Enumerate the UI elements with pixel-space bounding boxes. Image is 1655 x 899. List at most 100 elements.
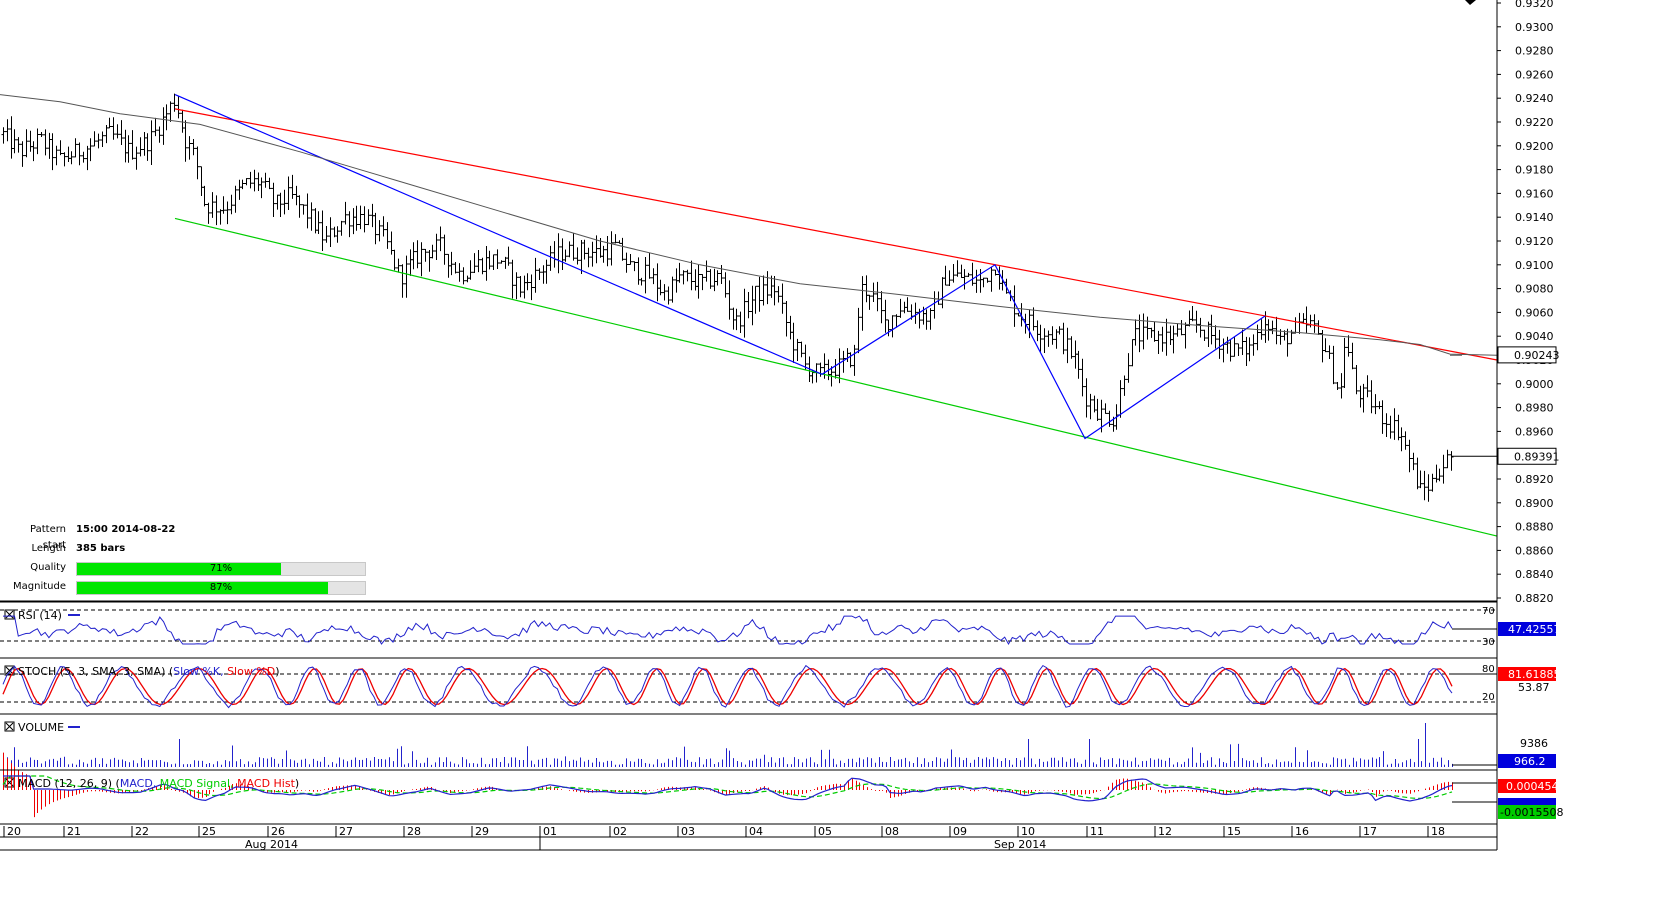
day-label: 01 — [543, 825, 557, 838]
price-tick-label: 0.9180 — [1515, 164, 1554, 177]
quality-label: Quality — [30, 562, 66, 573]
support-line — [174, 217, 1498, 537]
price-tick-label: 0.9080 — [1515, 283, 1554, 296]
length-value: 385 bars — [76, 543, 126, 554]
macd-label: MACD (12, 26, 9) (MACD, MACD Signal, MAC… — [18, 777, 299, 790]
stoch-level-20-label: 20 — [1482, 692, 1495, 703]
rsi-value-box — [1498, 622, 1556, 636]
price-tick-label: 0.8860 — [1515, 544, 1554, 557]
day-label: 22 — [135, 825, 149, 838]
price-tick-label: 0.8900 — [1515, 497, 1554, 510]
trendlines — [0, 94, 1498, 537]
day-label: 16 — [1295, 825, 1309, 838]
length-label: Length — [31, 543, 67, 554]
day-label: 28 — [407, 825, 421, 838]
price-tick-label: 0.9300 — [1515, 21, 1554, 34]
ma-price-label: 0.90243 — [1514, 349, 1560, 362]
quality-row: Quality 71% — [4, 560, 384, 576]
price-bars — [1, 93, 1497, 502]
day-label: 04 — [749, 825, 763, 838]
day-label: 17 — [1363, 825, 1377, 838]
price-tick-label: 0.9000 — [1515, 378, 1554, 391]
volume-value-box — [1498, 754, 1556, 768]
price-tick-label: 0.9120 — [1515, 235, 1554, 248]
price-axis: 0.9320 0.9300 0.9280 0.9260 0.9240 0.9220 0.92… — [1450, 0, 1560, 850]
stoch-level-80-label: 80 — [1482, 664, 1495, 675]
price-tick-label: 0.8820 — [1515, 592, 1554, 605]
last-price-label-box — [1497, 447, 1557, 465]
price-tick-label: 0.9140 — [1515, 211, 1554, 224]
dropdown-marker-icon — [1465, 0, 1476, 5]
volume-label: VOLUME — [18, 721, 64, 734]
day-label: 05 — [818, 825, 832, 838]
volume-value2-label: 9386 — [1520, 737, 1548, 750]
day-label: 02 — [613, 825, 627, 838]
day-label: 18 — [1431, 825, 1445, 838]
volume-value-label: 966.2 — [1514, 755, 1546, 768]
price-tick-label: 0.9260 — [1515, 68, 1554, 81]
day-label: 03 — [681, 825, 695, 838]
indicator-panels: RSI (14) 70 30 47.42557 STOCH (5, 3, SMA, 3,… — [0, 606, 1563, 819]
panel-close-x — [5, 722, 14, 731]
stoch-slow-k-line — [2, 664, 1453, 709]
price-tick-label: 0.9220 — [1515, 116, 1554, 129]
day-label: 08 — [885, 825, 899, 838]
price-tick-label: 0.9060 — [1515, 306, 1554, 319]
pattern-start-label: Pattern start — [30, 524, 66, 551]
rsi-level-70-label: 70 — [1482, 606, 1495, 617]
day-label: 27 — [339, 825, 353, 838]
day-label: 15 — [1227, 825, 1241, 838]
day-label: 09 — [953, 825, 967, 838]
rsi-level-30-label: 30 — [1482, 637, 1495, 648]
macd-value-box — [1498, 779, 1556, 793]
stoch-label: STOCH (5, 3, SMA, 3, SMA) (Slow %K, Slow… — [18, 665, 280, 678]
magnitude-percent: 87% — [209, 582, 233, 593]
month-label-aug: Aug 2014 — [245, 838, 298, 851]
price-tick-label: 0.9160 — [1515, 187, 1554, 200]
magnitude-row: Magnitude 87% — [4, 579, 384, 595]
day-label: 10 — [1021, 825, 1035, 838]
price-tick-label: 0.9280 — [1515, 45, 1554, 58]
price-tick-label: 0.8840 — [1515, 568, 1554, 581]
month-label-sep: Sep 2014 — [994, 838, 1046, 851]
price-tick-label: 0.9200 — [1515, 140, 1554, 153]
price-tick-label: 0.9240 — [1515, 92, 1554, 105]
magnitude-label: Magnitude — [13, 581, 66, 592]
rsi-value-label: 47.42557 — [1508, 623, 1561, 636]
macd-mid-box — [1498, 798, 1556, 805]
price-tick-label: 0.8920 — [1515, 473, 1554, 486]
time-axis: 20 21 22 25 26 27 28 29 01 02 03 04 05 08 09 10 11 12 15 16… — [0, 825, 1497, 851]
macd-line — [3, 775, 1453, 802]
stoch-value-box — [1498, 667, 1556, 681]
stoch-value2-label: 53.87 — [1518, 681, 1550, 694]
day-label: 12 — [1158, 825, 1172, 838]
moving-average-line — [0, 94, 1498, 356]
quality-percent: 71% — [209, 563, 233, 574]
price-tick-label: 0.8880 — [1515, 521, 1554, 534]
macd-signal-value-box — [1498, 805, 1556, 819]
macd-signal-line — [2, 775, 1453, 800]
panel-close-x — [5, 666, 14, 675]
resistance-line — [174, 108, 1498, 361]
stoch-value-label: 81.61885 — [1508, 668, 1561, 681]
day-label: 25 — [202, 825, 216, 838]
macd-value-label: 0.000454 — [1506, 780, 1559, 793]
magnitude-bar: 87% — [76, 581, 366, 595]
last-price-label: 0.89391 — [1514, 450, 1560, 463]
day-label: 29 — [475, 825, 489, 838]
ma-price-label-box — [1497, 346, 1557, 364]
price-tick-label: 0.9100 — [1515, 259, 1554, 272]
pattern-start-value: 15:00 2014-08-22 — [76, 524, 176, 535]
zigzag-line — [174, 94, 1266, 440]
price-tick-label: 0.8960 — [1515, 425, 1554, 438]
day-label: 26 — [271, 825, 285, 838]
day-label: 21 — [67, 825, 81, 838]
rsi-line — [3, 615, 1453, 646]
magnitude-bar-fill — [77, 582, 328, 594]
rsi-label: RSI (14) — [18, 609, 62, 622]
macd-signal-value-label: -0.0015508 — [1500, 806, 1563, 819]
quality-bar-fill — [77, 563, 282, 575]
price-tick-label: 0.9040 — [1515, 330, 1554, 343]
